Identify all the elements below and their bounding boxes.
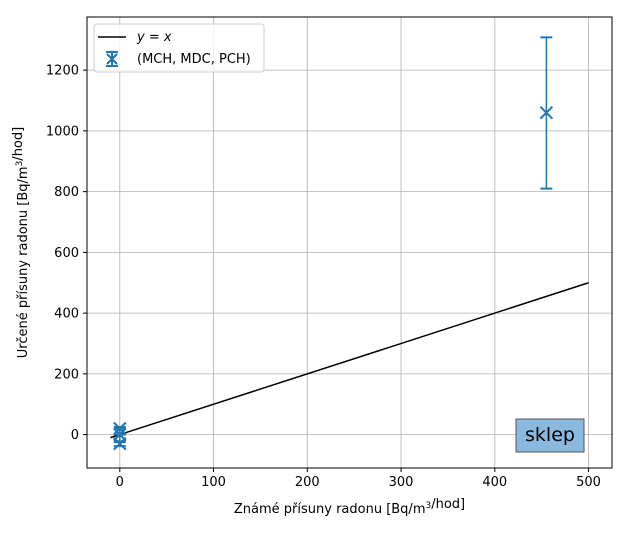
sklep-annotation: sklep bbox=[515, 418, 585, 453]
legend-box bbox=[93, 23, 265, 73]
annotation-text: sklep bbox=[525, 424, 575, 446]
y-tick-label: 1000 bbox=[46, 124, 79, 139]
x-axis-label: Známé přísuny radonu [Bq/m3/hod] bbox=[234, 497, 465, 517]
x-tick-label: 500 bbox=[576, 475, 601, 490]
x-tick-label: 400 bbox=[482, 475, 507, 490]
reference-line bbox=[110, 282, 589, 439]
legend-label-reference: y = x bbox=[136, 30, 172, 45]
x-marker bbox=[113, 436, 127, 451]
x-tick-label: 100 bbox=[201, 475, 226, 490]
data-point bbox=[539, 36, 554, 190]
y-tick-label: 1200 bbox=[46, 64, 79, 79]
plot-frame bbox=[86, 16, 613, 469]
legend-errorbar-swatch bbox=[106, 51, 118, 67]
data-points-group bbox=[113, 36, 554, 451]
y-tick-label: 800 bbox=[54, 185, 79, 200]
x-tick-label: 300 bbox=[389, 475, 414, 490]
grid-lines bbox=[87, 17, 612, 468]
y-tick-label: 400 bbox=[54, 307, 79, 322]
y-tick-label: 600 bbox=[54, 246, 79, 261]
legend-label-series: (MCH, MDC, PCH) bbox=[137, 52, 251, 67]
x-marker bbox=[539, 105, 554, 120]
axis-ticks: 0 100 200 300 400 500 0 200 400 600 800 1000 1200 bbox=[46, 64, 601, 490]
legend: y = x (MCH, MDC, PCH) bbox=[93, 23, 265, 73]
x-tick-label: 0 bbox=[116, 475, 124, 490]
reference-line-group bbox=[110, 282, 589, 439]
y-tick-label: 0 bbox=[71, 428, 79, 443]
x-tick-label: 200 bbox=[295, 475, 320, 490]
y-tick-label: 200 bbox=[54, 367, 79, 382]
annotation-box bbox=[515, 418, 585, 453]
data-point bbox=[113, 436, 127, 451]
y-axis-label: Určené přísuny radonu [Bq/m3/hod] bbox=[11, 127, 31, 358]
